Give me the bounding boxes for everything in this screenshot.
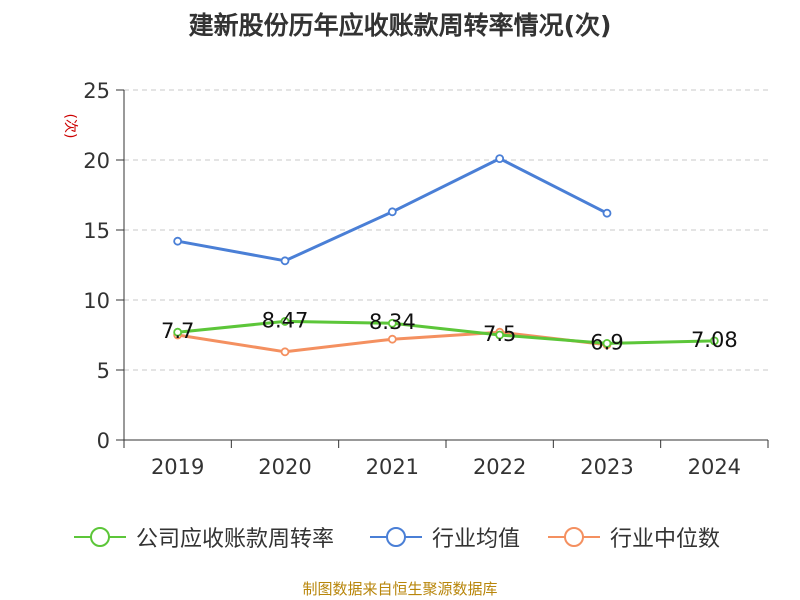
data-point [602,208,612,218]
data-label: 8.34 [369,310,416,334]
data-point [173,236,183,246]
series-line [177,319,715,345]
y-tick-label: 0 [97,429,110,453]
legend-item-company-turnover[interactable]: 公司应收账款周转率 [72,520,334,554]
data-point [709,336,719,346]
x-tick-label: 2020 [258,455,311,479]
legend-line-marker-icon [370,527,422,547]
data-label: 7.5 [483,322,516,346]
y-tick-label: 20 [83,149,110,173]
legend-line-marker-icon [74,527,126,547]
x-axis-ticks: 2019 2020 2021 2022 2023 2024 [123,440,769,479]
data-point [387,318,397,328]
x-tick-label: 2023 [580,455,633,479]
data-label: 8.47 [262,308,309,332]
legend-label: 行业中位数 [610,527,721,552]
y-tick-label: 5 [97,359,110,383]
y-tick-label: 25 [83,79,110,103]
legend-marker [90,527,110,547]
source-note: 制图数据来自恒生聚源数据库 [302,580,498,598]
legend: 公司应收账款周转率 行业均值 行业中位数 [0,520,800,554]
data-point [602,338,612,348]
y-tick-label: 10 [83,289,110,313]
y-axis-label: (次) [62,114,78,139]
series-1 [173,154,612,266]
legend-line-marker-icon [548,527,600,547]
legend-label: 行业均值 [432,527,521,552]
data-point [387,207,397,217]
legend-marker [564,527,584,547]
series-0 [173,317,719,348]
data-point [173,327,183,337]
data-label: 6.9 [590,330,623,354]
series-lines [173,154,719,357]
y-axis-ticks: 0 5 10 15 20 25 [83,79,124,453]
x-tick-label: 2019 [151,455,204,479]
x-tick-label: 2021 [366,455,419,479]
x-tick-label: 2022 [473,455,526,479]
legend-item-industry-mean[interactable]: 行业均值 [368,520,520,554]
chart-title: 建新股份历年应收账款周转率情况(次) [188,11,612,40]
axes [123,90,768,441]
data-point [495,330,505,340]
legend-label: 公司应收账款周转率 [136,527,335,552]
data-point [280,347,290,357]
y-tick-label: 15 [83,219,110,243]
data-labels: 7.7 8.47 8.34 7.5 6.9 7.08 [161,308,738,354]
data-point [495,154,505,164]
data-point [280,256,290,266]
legend-item-industry-median[interactable]: 行业中位数 [546,520,720,554]
legend-marker [386,527,406,547]
x-tick-label: 2024 [688,455,741,479]
data-point [387,334,397,344]
data-label: 7.7 [161,319,194,343]
data-label: 7.08 [691,328,738,352]
data-point [280,317,290,326]
